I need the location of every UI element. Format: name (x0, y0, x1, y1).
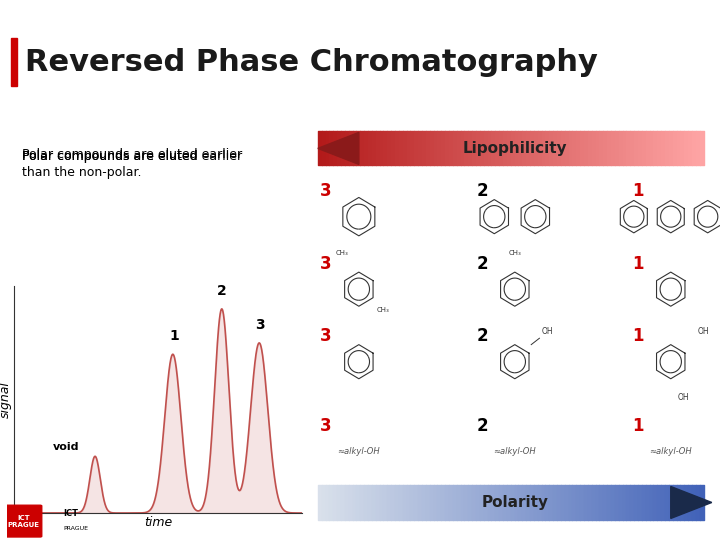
Text: PRAGUE: PRAGUE (63, 526, 89, 531)
Text: 3: 3 (320, 182, 332, 200)
Text: Polarity: Polarity (481, 495, 549, 510)
Text: 3: 3 (320, 327, 332, 345)
Text: 3: 3 (320, 254, 332, 273)
Text: ≈alkyl-OH: ≈alkyl-OH (338, 447, 380, 456)
Text: 1: 1 (632, 254, 644, 273)
Text: ≈alkyl-OH: ≈alkyl-OH (493, 447, 536, 456)
Text: ICT: ICT (63, 509, 78, 518)
Text: 2: 2 (476, 182, 487, 200)
Bar (11, 38, 17, 86)
Text: 1: 1 (169, 329, 179, 343)
Text: CH₃: CH₃ (508, 250, 521, 256)
Text: ICT
PRAGUE: ICT PRAGUE (8, 515, 40, 528)
Text: Polar compounds are eluted earlier: Polar compounds are eluted earlier (22, 150, 242, 163)
Text: Lipophilicity: Lipophilicity (462, 141, 567, 156)
Text: void: void (53, 442, 79, 452)
Text: OH: OH (698, 327, 709, 336)
Text: OH: OH (542, 327, 554, 336)
FancyArrow shape (671, 487, 712, 518)
Y-axis label: signal: signal (0, 381, 12, 418)
Text: 3: 3 (320, 417, 332, 435)
Text: CH₃: CH₃ (336, 250, 348, 256)
Text: OH: OH (678, 394, 689, 402)
Text: 2: 2 (476, 254, 487, 273)
Text: 2: 2 (217, 284, 227, 298)
FancyBboxPatch shape (6, 505, 42, 537)
Text: 3: 3 (255, 318, 264, 332)
Text: CH₃: CH₃ (377, 307, 390, 314)
Text: 1: 1 (632, 327, 644, 345)
Text: 2: 2 (476, 417, 487, 435)
Text: Polar compounds are eluted earlier
than the non-polar.: Polar compounds are eluted earlier than … (22, 147, 242, 179)
Text: ≈alkyl-OH: ≈alkyl-OH (649, 447, 692, 456)
FancyArrow shape (318, 132, 359, 164)
X-axis label: time: time (144, 516, 173, 529)
Text: 1: 1 (632, 182, 644, 200)
Text: Polar compounds are eluted: Polar compounds are eluted (22, 150, 201, 163)
Text: Reversed Phase Chromatography: Reversed Phase Chromatography (25, 48, 598, 77)
Text: 1: 1 (632, 417, 644, 435)
Text: 2: 2 (476, 327, 487, 345)
